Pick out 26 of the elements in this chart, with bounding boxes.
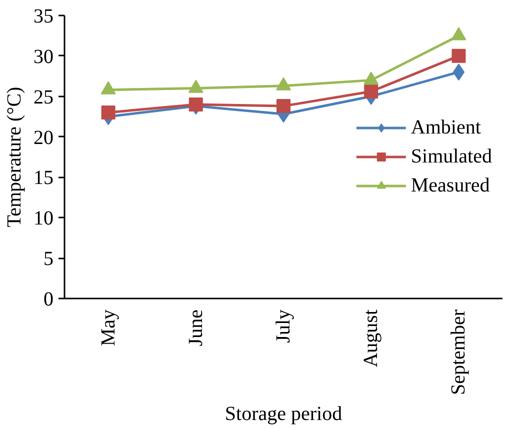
y-tick-label: 30 [34,46,54,68]
x-tick-label: August [360,309,382,368]
point [452,48,466,63]
point [364,72,379,85]
point [451,27,466,40]
y-tick-label: 0 [44,288,54,310]
y-tick-label: 15 [34,167,54,190]
legend-label: Ambient [410,116,481,139]
y-tick-label: 5 [44,248,54,270]
point [276,99,290,114]
y-axis-title: Temperature (°C) [4,86,26,228]
legend-label: Measured [410,174,490,197]
point [188,97,203,112]
point [101,106,116,120]
x-tick-label: May [97,309,120,346]
point [364,84,378,99]
legend-label: Simulated [410,145,492,168]
y-tick-label: 20 [34,126,54,149]
x-tick-label: September [448,309,470,396]
x-tick-label: July [272,309,294,343]
x-axis-title: Storage period [224,403,342,426]
x-tick-label: June [184,309,207,346]
y-tick-label: 10 [34,208,54,230]
point [452,64,465,81]
y-tick-label: 25 [34,86,54,108]
y-tick-label: 35 [34,6,54,28]
